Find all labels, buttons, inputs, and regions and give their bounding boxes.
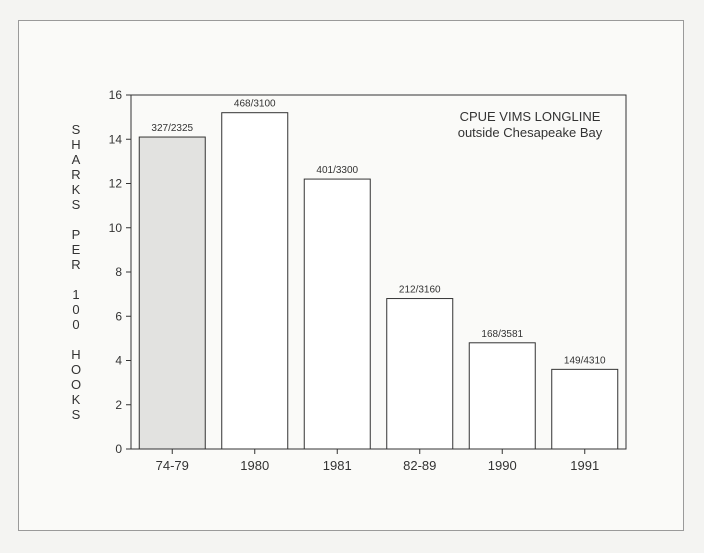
y-tick-label: 10 [109,221,123,235]
x-tick-label: 1991 [570,458,599,473]
bar-1990 [468,342,536,450]
y-tick-label: 16 [109,88,123,102]
data-label: 327/2325 [151,123,193,134]
bar-74-79 [138,136,206,450]
bar-82-89 [386,298,454,450]
data-label: 168/3581 [481,329,523,340]
bar-1980 [221,112,289,450]
y-tick-label: 2 [115,398,122,412]
x-tick-label: 1990 [488,458,517,473]
y-tick-label: 6 [115,309,122,323]
bar-1981 [303,178,371,450]
bar-1991 [551,368,619,450]
data-label: 212/3160 [399,285,441,296]
data-label: 468/3100 [234,99,276,110]
y-tick-label: 14 [109,132,123,146]
y-tick-label: 8 [115,265,122,279]
data-label: 149/4310 [564,355,606,366]
x-tick-label: 74-79 [156,458,189,473]
chart-title: CPUE VIMS LONGLINE [460,109,601,124]
x-tick-label: 1981 [323,458,352,473]
y-tick-label: 12 [109,177,123,191]
chart-subtitle: outside Chesapeake Bay [458,125,603,140]
y-tick-label: 0 [115,442,122,456]
y-tick-label: 4 [115,354,122,368]
data-label: 401/3300 [316,165,358,176]
x-tick-label: 1980 [240,458,269,473]
x-tick-label: 82-89 [403,458,436,473]
